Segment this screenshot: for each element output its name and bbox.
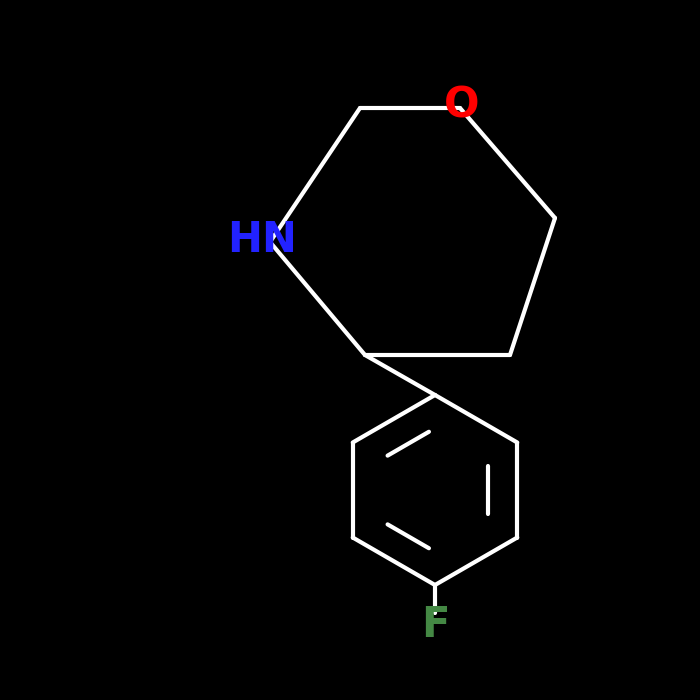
Text: F: F [421,604,449,646]
Text: HN: HN [227,219,297,261]
Text: O: O [444,85,480,127]
